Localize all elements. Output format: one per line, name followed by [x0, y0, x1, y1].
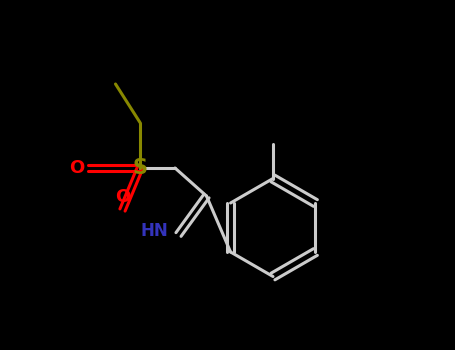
Text: S: S — [132, 158, 147, 178]
Text: HN: HN — [140, 222, 168, 240]
Text: O: O — [115, 189, 130, 206]
Text: O: O — [69, 159, 84, 177]
